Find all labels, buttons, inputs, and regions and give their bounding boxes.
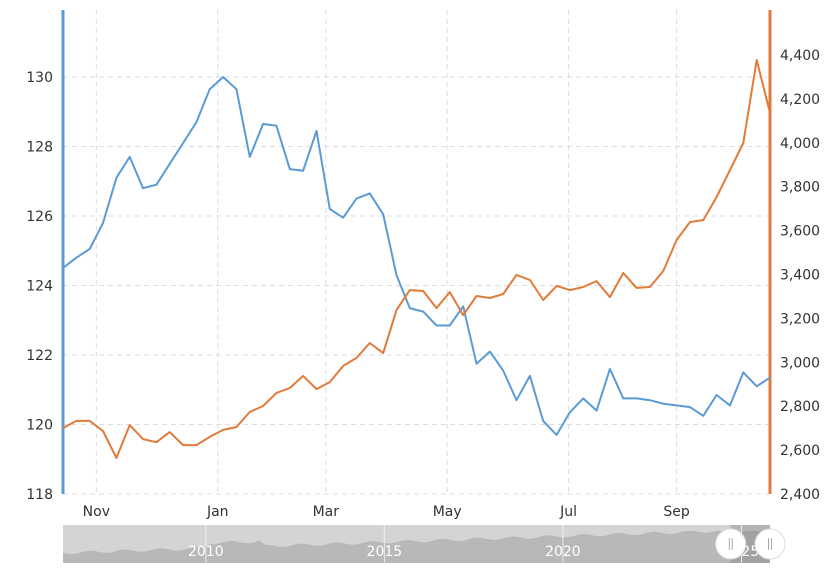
navigator[interactable]: 2010201520202025 — [63, 525, 786, 563]
left-axis-tick-label: 124 — [26, 279, 53, 295]
navigator-year-label: 2015 — [367, 544, 403, 560]
x-axis-tick-label: Jan — [206, 504, 229, 520]
right-axis-tick-label: 3,600 — [780, 224, 820, 240]
right-axis-tick-label: 2,600 — [780, 443, 820, 459]
x-axis-tick-label: Sep — [663, 504, 690, 520]
right-axis-tick-label: 4,200 — [780, 92, 820, 108]
left-series-line — [62, 76, 771, 436]
navigator-year-label: 2010 — [188, 544, 224, 560]
x-axis-tick-label: Nov — [83, 504, 110, 520]
x-axis-tick-label: Jul — [559, 504, 577, 520]
grid — [63, 10, 770, 495]
left-axis-tick-label: 118 — [26, 487, 53, 503]
left-axis-tick-label: 122 — [26, 348, 53, 364]
right-axis-tick-label: 4,400 — [780, 48, 820, 64]
left-axis-tick-label: 128 — [26, 140, 53, 156]
right-axis-tick-label: 3,800 — [780, 180, 820, 196]
series-lines — [62, 59, 771, 459]
x-axis-tick-label: May — [433, 504, 462, 520]
right-axis-tick-label: 3,200 — [780, 311, 820, 327]
navigator-area — [63, 531, 770, 563]
right-axis-tick-label: 3,000 — [780, 355, 820, 371]
right-axis-tick-label: 2,400 — [780, 487, 820, 503]
x-axis-tick-label: Mar — [313, 504, 340, 520]
left-axis-tick-label: 130 — [26, 70, 53, 86]
navigator-year-label: 2020 — [545, 544, 581, 560]
right-axis-tick-label: 2,800 — [780, 399, 820, 415]
axes: 118 120 122 124 126 128 130 2,400 2,600 2,800 3,00… — [26, 10, 820, 520]
left-axis-tick-label: 120 — [26, 418, 53, 434]
right-axis-tick-label: 4,000 — [780, 136, 820, 152]
left-axis-tick-label: 126 — [26, 209, 53, 225]
right-series-line — [62, 59, 771, 459]
navigator-right-handle[interactable] — [754, 528, 786, 560]
navigator-left-handle[interactable] — [715, 528, 747, 560]
right-axis-tick-label: 3,400 — [780, 268, 820, 284]
